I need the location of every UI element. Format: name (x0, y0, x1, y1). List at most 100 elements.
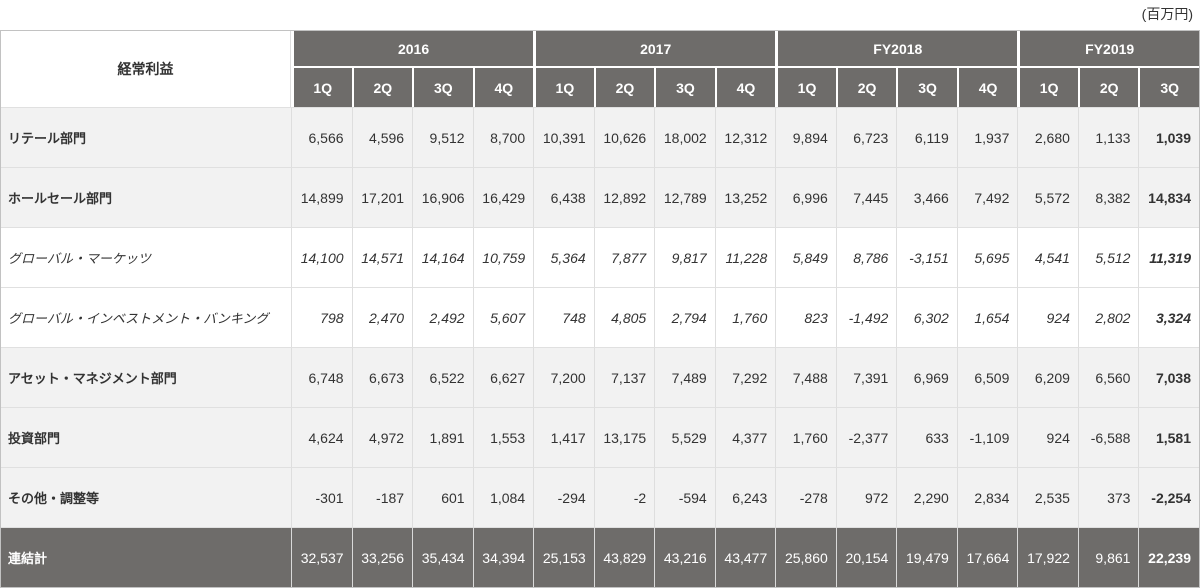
value-cell: 17,664 (956, 527, 1018, 587)
value-cell: 22,239 (1138, 527, 1199, 587)
year-header-fy2018: FY2018 (775, 31, 1018, 68)
quarter-header-fy2018-4q: 4Q (956, 68, 1018, 107)
value-cell: 4,805 (593, 287, 655, 347)
value-cell: 11,228 (714, 227, 776, 287)
quarter-header-fy2019-1q: 1Q (1017, 68, 1078, 107)
value-cell: 10,626 (593, 107, 655, 167)
value-cell: 748 (533, 287, 594, 347)
table-row: グローバル・マーケッツ 14,100 14,571 14,164 10,759 5,364… (1, 227, 1199, 287)
row-label: グローバル・マーケッツ (1, 227, 291, 287)
value-cell: 7,038 (1138, 347, 1199, 407)
value-cell: 17,922 (1017, 527, 1078, 587)
value-cell: 1,039 (1138, 107, 1199, 167)
value-cell: 4,624 (291, 407, 352, 467)
value-cell: 1,084 (472, 467, 534, 527)
value-cell: 12,789 (654, 167, 715, 227)
value-cell: 14,834 (1138, 167, 1199, 227)
value-cell: 5,607 (472, 287, 534, 347)
value-cell: 11,319 (1138, 227, 1199, 287)
value-cell: -2,254 (1138, 467, 1199, 527)
row-label: 投資部門 (1, 407, 291, 467)
value-cell: 1,937 (956, 107, 1018, 167)
value-cell: 7,488 (775, 347, 836, 407)
table-title-cell: 経常利益 (1, 31, 291, 107)
quarter-header-2017-3q: 3Q (654, 68, 715, 107)
value-cell: 25,860 (775, 527, 836, 587)
value-cell: -1,492 (835, 287, 897, 347)
value-cell: 6,627 (472, 347, 534, 407)
value-cell: 2,535 (1017, 467, 1078, 527)
value-cell: 5,695 (956, 227, 1018, 287)
value-cell: 8,786 (835, 227, 897, 287)
unit-label: (百万円) (1141, 6, 1193, 22)
value-cell: 10,391 (533, 107, 594, 167)
value-cell: 9,861 (1077, 527, 1139, 587)
value-cell: 798 (291, 287, 352, 347)
value-cell: 7,877 (593, 227, 655, 287)
quarter-header-fy2019-2q: 2Q (1077, 68, 1139, 107)
value-cell: 6,748 (291, 347, 352, 407)
value-cell: 601 (412, 467, 473, 527)
value-cell: 8,382 (1077, 167, 1139, 227)
value-cell: 924 (1017, 407, 1078, 467)
value-cell: 14,899 (291, 167, 352, 227)
value-cell: 1,553 (472, 407, 534, 467)
value-cell: 6,119 (896, 107, 957, 167)
value-cell: 33,256 (351, 527, 413, 587)
value-cell: 5,572 (1017, 167, 1078, 227)
value-cell: 43,829 (593, 527, 655, 587)
value-cell: -187 (351, 467, 413, 527)
value-cell: 8,700 (472, 107, 534, 167)
value-cell: 6,243 (714, 467, 776, 527)
value-cell: 6,566 (291, 107, 352, 167)
value-cell: -594 (654, 467, 715, 527)
value-cell: 2,470 (351, 287, 413, 347)
value-cell: 7,200 (533, 347, 594, 407)
value-cell: 6,522 (412, 347, 473, 407)
year-header-2017: 2017 (533, 31, 776, 68)
table-row: アセット・マネジメント部門 6,748 6,673 6,522 6,627 7,200 7,… (1, 347, 1199, 407)
table-row: 連結計 32,537 33,256 35,434 34,394 25,153 43,829 4… (1, 527, 1199, 587)
quarter-header-fy2018-1q: 1Q (775, 68, 836, 107)
value-cell: 9,817 (654, 227, 715, 287)
value-cell: 972 (835, 467, 897, 527)
table-row: その他・調整等 -301 -187 601 1,084 -294 -2 -594 6,243 -2… (1, 467, 1199, 527)
value-cell: 7,492 (956, 167, 1018, 227)
quarter-header-fy2019-3q: 3Q (1138, 68, 1199, 107)
value-cell: 1,133 (1077, 107, 1139, 167)
quarter-header-fy2018-2q: 2Q (835, 68, 897, 107)
value-cell: 1,654 (956, 287, 1018, 347)
table-header: 経常利益 2016 2017 FY2018 FY2019 1Q 2Q 3Q 4Q 1Q 2Q 3Q 4Q… (1, 31, 1199, 107)
value-cell: 9,894 (775, 107, 836, 167)
value-cell: 7,391 (835, 347, 897, 407)
value-cell: 12,312 (714, 107, 776, 167)
quarter-header-2017-1q: 1Q (533, 68, 594, 107)
header-row-quarters: 1Q 2Q 3Q 4Q 1Q 2Q 3Q 4Q 1Q 2Q 3Q 4Q 1Q 2Q 3Q (1, 68, 1199, 107)
value-cell: 2,290 (896, 467, 957, 527)
value-cell: 4,972 (351, 407, 413, 467)
value-cell: 7,292 (714, 347, 776, 407)
value-cell: 16,906 (412, 167, 473, 227)
value-cell: 7,445 (835, 167, 897, 227)
value-cell: 7,137 (593, 347, 655, 407)
value-cell: 1,760 (775, 407, 836, 467)
row-label: その他・調整等 (1, 467, 291, 527)
table-row: グローバル・インベストメント・バンキング 798 2,470 2,492 5,607 74… (1, 287, 1199, 347)
row-label: 連結計 (1, 527, 291, 587)
value-cell: 2,802 (1077, 287, 1139, 347)
value-cell: 35,434 (412, 527, 473, 587)
value-cell: 9,512 (412, 107, 473, 167)
value-cell: 1,581 (1138, 407, 1199, 467)
quarter-header-2017-2q: 2Q (593, 68, 655, 107)
quarter-header-2016-2q: 2Q (351, 68, 413, 107)
value-cell: -278 (775, 467, 836, 527)
value-cell: -1,109 (956, 407, 1018, 467)
table-row: リテール部門 6,566 4,596 9,512 8,700 10,391 10,626 18… (1, 107, 1199, 167)
value-cell: 2,834 (956, 467, 1018, 527)
value-cell: 34,394 (472, 527, 534, 587)
quarter-header-fy2018-3q: 3Q (896, 68, 957, 107)
value-cell: 6,509 (956, 347, 1018, 407)
value-cell: 32,537 (291, 527, 352, 587)
quarter-header-2017-4q: 4Q (714, 68, 776, 107)
quarterly-profit-table: 経常利益 2016 2017 FY2018 FY2019 1Q 2Q 3Q 4Q 1Q 2Q 3Q 4Q… (0, 30, 1200, 588)
